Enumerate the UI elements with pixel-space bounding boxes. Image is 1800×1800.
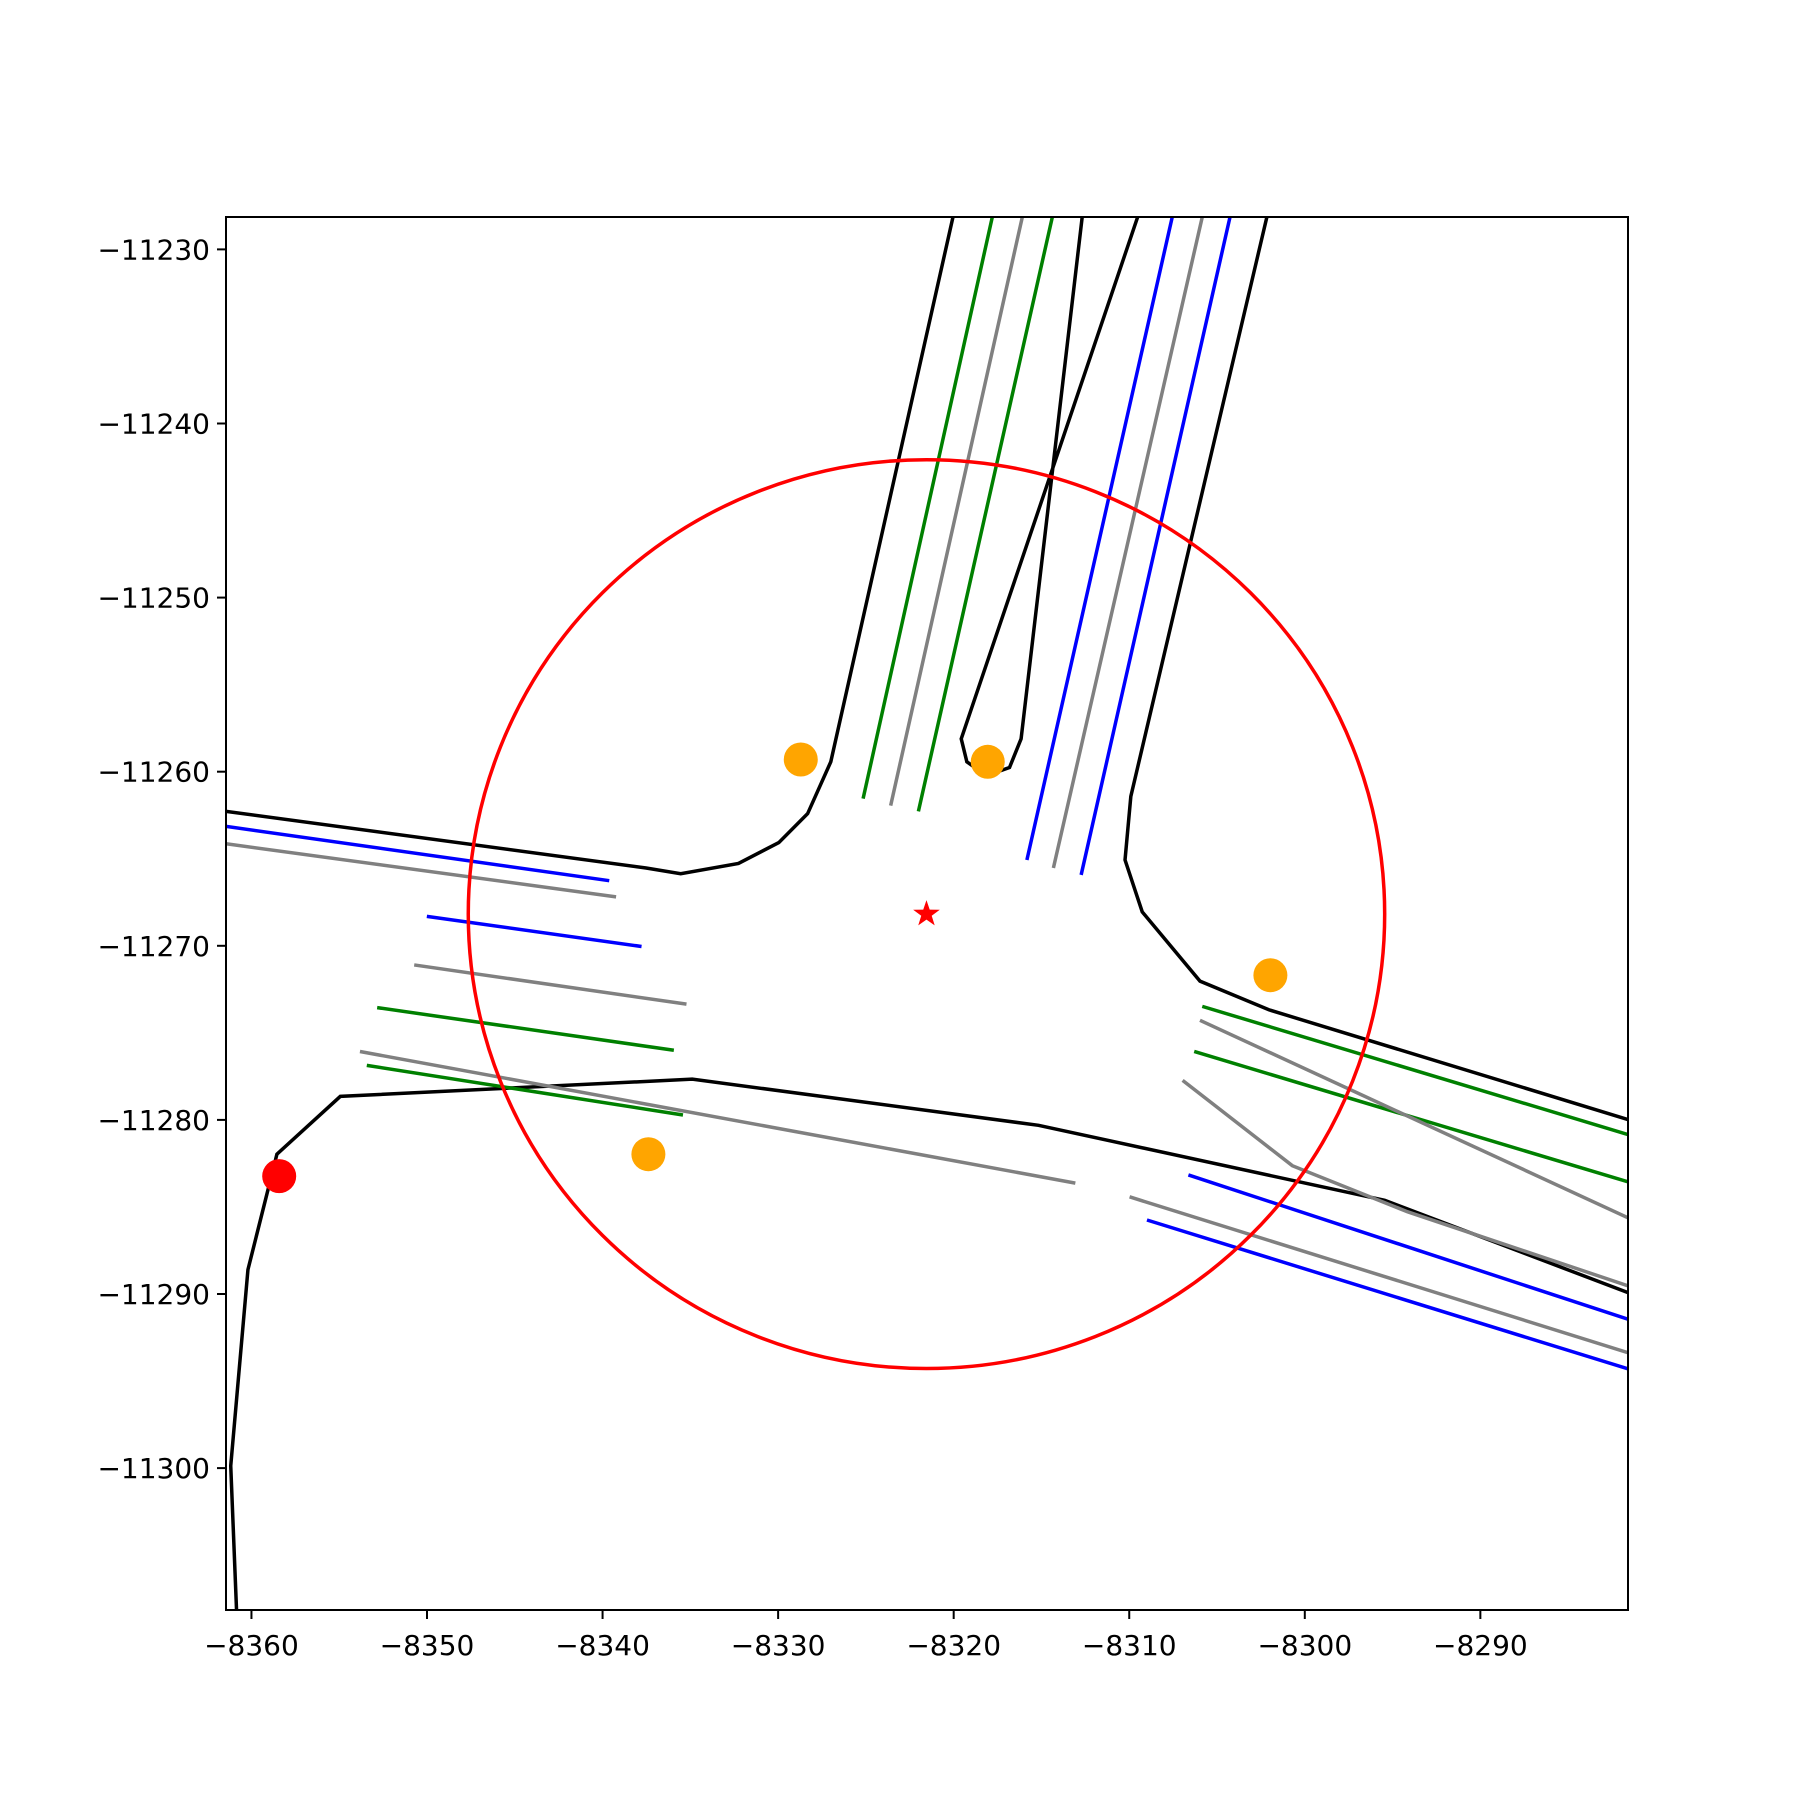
point-marker — [1253, 958, 1288, 993]
axes-frame — [225, 216, 1629, 1611]
x-tick-label: −8320 — [906, 1629, 1001, 1662]
road-line — [916, 217, 1055, 812]
range-circle — [466, 457, 1387, 1371]
point-marker — [783, 742, 818, 777]
y-tick-label: −11290 — [97, 1278, 210, 1311]
x-tick-label: −8350 — [380, 1629, 475, 1662]
road-line — [1123, 217, 1628, 1122]
road-line — [376, 1005, 675, 1052]
road-line — [1146, 1218, 1628, 1371]
x-tick-label: −8300 — [1257, 1629, 1352, 1662]
x-tick-label: −8330 — [731, 1629, 826, 1662]
road-line — [1187, 1173, 1628, 1321]
point-marker — [262, 1159, 297, 1194]
road-line — [1051, 217, 1204, 869]
plot-area — [226, 217, 1628, 1610]
road-line — [1129, 1195, 1628, 1355]
road-line — [861, 217, 995, 800]
road-line — [426, 914, 642, 949]
road-line — [226, 217, 955, 876]
x-tick-label: −8340 — [555, 1629, 650, 1662]
point-marker — [631, 1137, 666, 1172]
road-line — [1199, 1018, 1628, 1220]
road-line — [228, 1077, 1628, 1610]
y-tick-label: −11300 — [97, 1452, 210, 1485]
road-line — [888, 217, 1025, 807]
road-line — [1025, 217, 1174, 861]
x-tick-label: −8290 — [1433, 1629, 1528, 1662]
road-line — [226, 824, 610, 883]
y-tick-label: −11230 — [97, 233, 210, 266]
y-tick-label: −11250 — [97, 582, 210, 615]
star-marker — [913, 900, 940, 926]
road-line — [359, 1049, 1076, 1185]
point-marker — [970, 744, 1005, 779]
x-tick-label: −8360 — [204, 1629, 299, 1662]
road-line — [1079, 217, 1232, 876]
y-tick-label: −11260 — [97, 756, 210, 789]
road-line — [1201, 1004, 1628, 1137]
x-tick-label: −8310 — [1082, 1629, 1177, 1662]
road-line — [413, 963, 687, 1006]
y-tick-label: −11280 — [97, 1104, 210, 1137]
y-tick-label: −11270 — [97, 930, 210, 963]
road-line — [226, 842, 617, 899]
road-line — [366, 1063, 684, 1117]
y-tick-label: −11240 — [97, 407, 210, 440]
road-line — [1181, 1078, 1628, 1288]
